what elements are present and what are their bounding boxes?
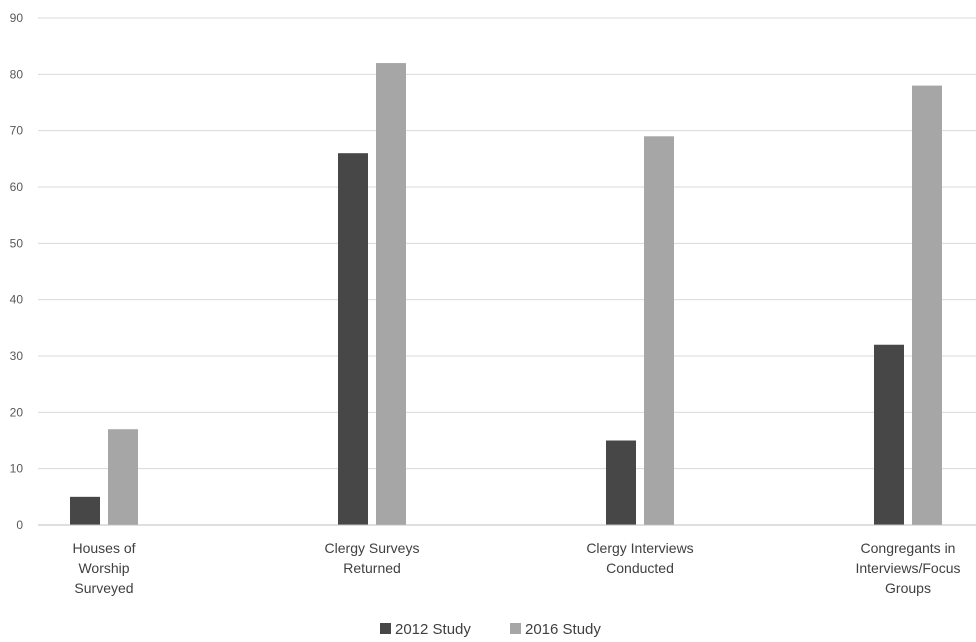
- gridlines: [38, 17, 976, 470]
- legend: 2012 Study 2016 Study: [380, 621, 601, 638]
- legend-label: 2016 Study: [525, 621, 601, 638]
- bars: [70, 63, 942, 526]
- y-tick-label: 90: [10, 11, 24, 25]
- x-category-label: Clergy Surveys Returned: [325, 540, 420, 576]
- bar-2012-study-3: [874, 344, 904, 525]
- bar-2012-study-1: [338, 153, 368, 525]
- legend-label: 2012 Study: [395, 621, 471, 638]
- bar-2016-study-2: [644, 136, 674, 526]
- legend-swatch: [510, 623, 521, 634]
- bar-2016-study-3: [912, 85, 942, 525]
- x-category-label: Clergy Interviews Conducted: [586, 540, 693, 576]
- y-tick-label: 50: [10, 236, 24, 250]
- y-tick-label: 40: [10, 293, 24, 307]
- y-tick-label: 70: [10, 124, 24, 138]
- x-category-label: Congregants in Interviews/Focus Groups: [855, 540, 960, 596]
- x-axis-category-labels: Houses of Worship Surveyed Clergy Surveys Re…: [72, 540, 960, 596]
- bar-2012-study-0: [70, 496, 100, 525]
- y-tick-label: 60: [10, 180, 24, 194]
- legend-swatch: [380, 623, 391, 634]
- y-tick-label: 0: [16, 518, 23, 532]
- y-axis-tick-labels: 0 10 20 30 40 50 60 70 80 90: [10, 11, 24, 532]
- y-tick-label: 80: [10, 67, 24, 81]
- bar-2012-study-2: [606, 440, 636, 525]
- x-category-label: Houses of Worship Surveyed: [72, 540, 135, 596]
- y-tick-label: 20: [10, 405, 24, 419]
- bar-2016-study-0: [108, 429, 138, 525]
- y-tick-label: 30: [10, 349, 24, 363]
- bar-2016-study-1: [376, 63, 406, 526]
- y-tick-label: 10: [10, 462, 24, 476]
